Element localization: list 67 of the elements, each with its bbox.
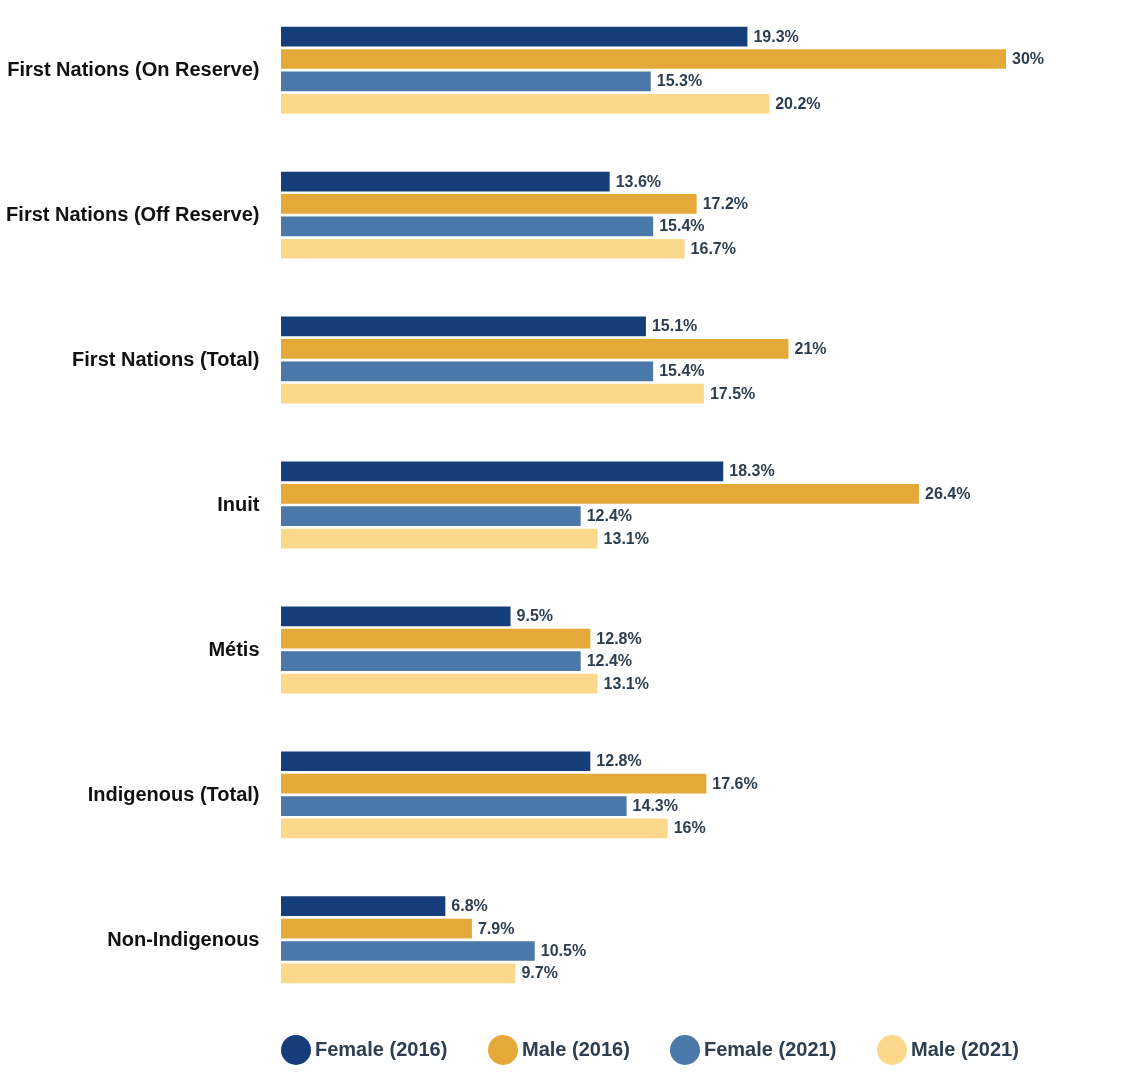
bar — [281, 194, 697, 214]
data-label: 17.5% — [709, 384, 756, 402]
data-label: 12.4% — [586, 507, 633, 525]
data-label: 13.1% — [603, 529, 649, 547]
bar — [281, 26, 748, 47]
y-tick-label: First Nations (Total) — [72, 348, 260, 371]
y-tick-label: First Nations (On Reserve) — [7, 58, 260, 81]
data-label: 15.1% — [651, 317, 698, 335]
data-label: 6.8% — [451, 897, 488, 915]
bar — [281, 673, 598, 694]
bar — [281, 238, 685, 259]
data-label: 20.2% — [775, 94, 821, 112]
bar — [281, 628, 591, 649]
bar — [281, 963, 516, 984]
bar — [281, 93, 770, 114]
data-label: 13.1% — [603, 674, 649, 692]
legend-label: Female (2016) — [315, 1038, 448, 1060]
data-label: 12.8% — [596, 752, 642, 770]
y-tick-label: Indigenous (Total) — [87, 782, 260, 805]
bar — [281, 71, 651, 92]
data-label: 15.4% — [659, 217, 705, 235]
data-label: 16.7% — [690, 239, 736, 257]
bar — [281, 796, 627, 816]
data-label: 26.4% — [925, 484, 971, 502]
bar — [281, 461, 724, 482]
bar — [281, 339, 789, 359]
data-label: 9.5% — [516, 607, 554, 625]
bar — [281, 49, 1006, 69]
bar — [281, 528, 598, 549]
data-label: 15.3% — [656, 72, 703, 90]
data-label: 14.3% — [632, 797, 678, 815]
bar — [281, 751, 591, 772]
data-label: 17.6% — [712, 774, 758, 792]
bar — [281, 606, 511, 627]
bar — [281, 216, 654, 237]
bar — [281, 896, 446, 917]
data-label: 30% — [1012, 50, 1045, 68]
bar — [281, 651, 581, 671]
data-label: 9.7% — [521, 964, 558, 982]
bar — [281, 773, 707, 794]
y-tick-label: Métis — [208, 637, 260, 660]
data-label: 10.5% — [540, 941, 587, 959]
data-label: 21% — [794, 339, 827, 357]
bar — [281, 506, 581, 527]
bar — [281, 316, 646, 337]
data-label: 18.3% — [729, 462, 775, 480]
bar — [281, 941, 535, 961]
y-tick-label: Inuit — [217, 493, 260, 515]
legend-label: Female (2021) — [704, 1038, 837, 1060]
bar — [281, 361, 654, 382]
y-tick-label: First Nations (Off Reserve) — [6, 203, 260, 226]
data-label: 12.8% — [596, 629, 642, 647]
legend-label: Male (2016) — [522, 1038, 630, 1060]
data-label: 13.6% — [615, 172, 662, 190]
bar — [281, 383, 704, 404]
data-label: 15.4% — [659, 362, 705, 380]
data-label: 19.3% — [753, 27, 799, 45]
data-label: 7.9% — [477, 919, 515, 937]
bar — [281, 818, 668, 839]
bar — [281, 918, 472, 939]
data-label: 17.2% — [702, 194, 749, 212]
y-tick-label: Non-Indigenous — [107, 927, 260, 950]
legend-label: Male (2021) — [911, 1038, 1019, 1060]
bar — [281, 483, 919, 504]
data-label: 12.4% — [586, 652, 633, 670]
bar — [281, 171, 610, 192]
data-label: 16% — [673, 819, 706, 837]
